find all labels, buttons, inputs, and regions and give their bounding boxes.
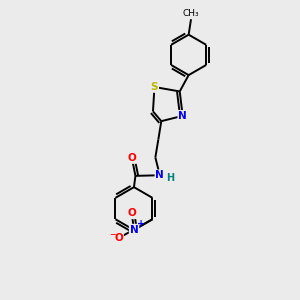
Text: H: H xyxy=(166,172,174,183)
Text: O: O xyxy=(127,208,136,218)
Text: O: O xyxy=(114,233,123,243)
Text: N: N xyxy=(130,225,138,235)
Text: CH₃: CH₃ xyxy=(183,9,199,18)
Text: +: + xyxy=(136,219,145,229)
Text: N: N xyxy=(155,170,164,180)
Text: ⁻: ⁻ xyxy=(109,231,116,244)
Text: N: N xyxy=(178,111,187,121)
Text: S: S xyxy=(151,82,158,92)
Text: O: O xyxy=(128,153,136,163)
